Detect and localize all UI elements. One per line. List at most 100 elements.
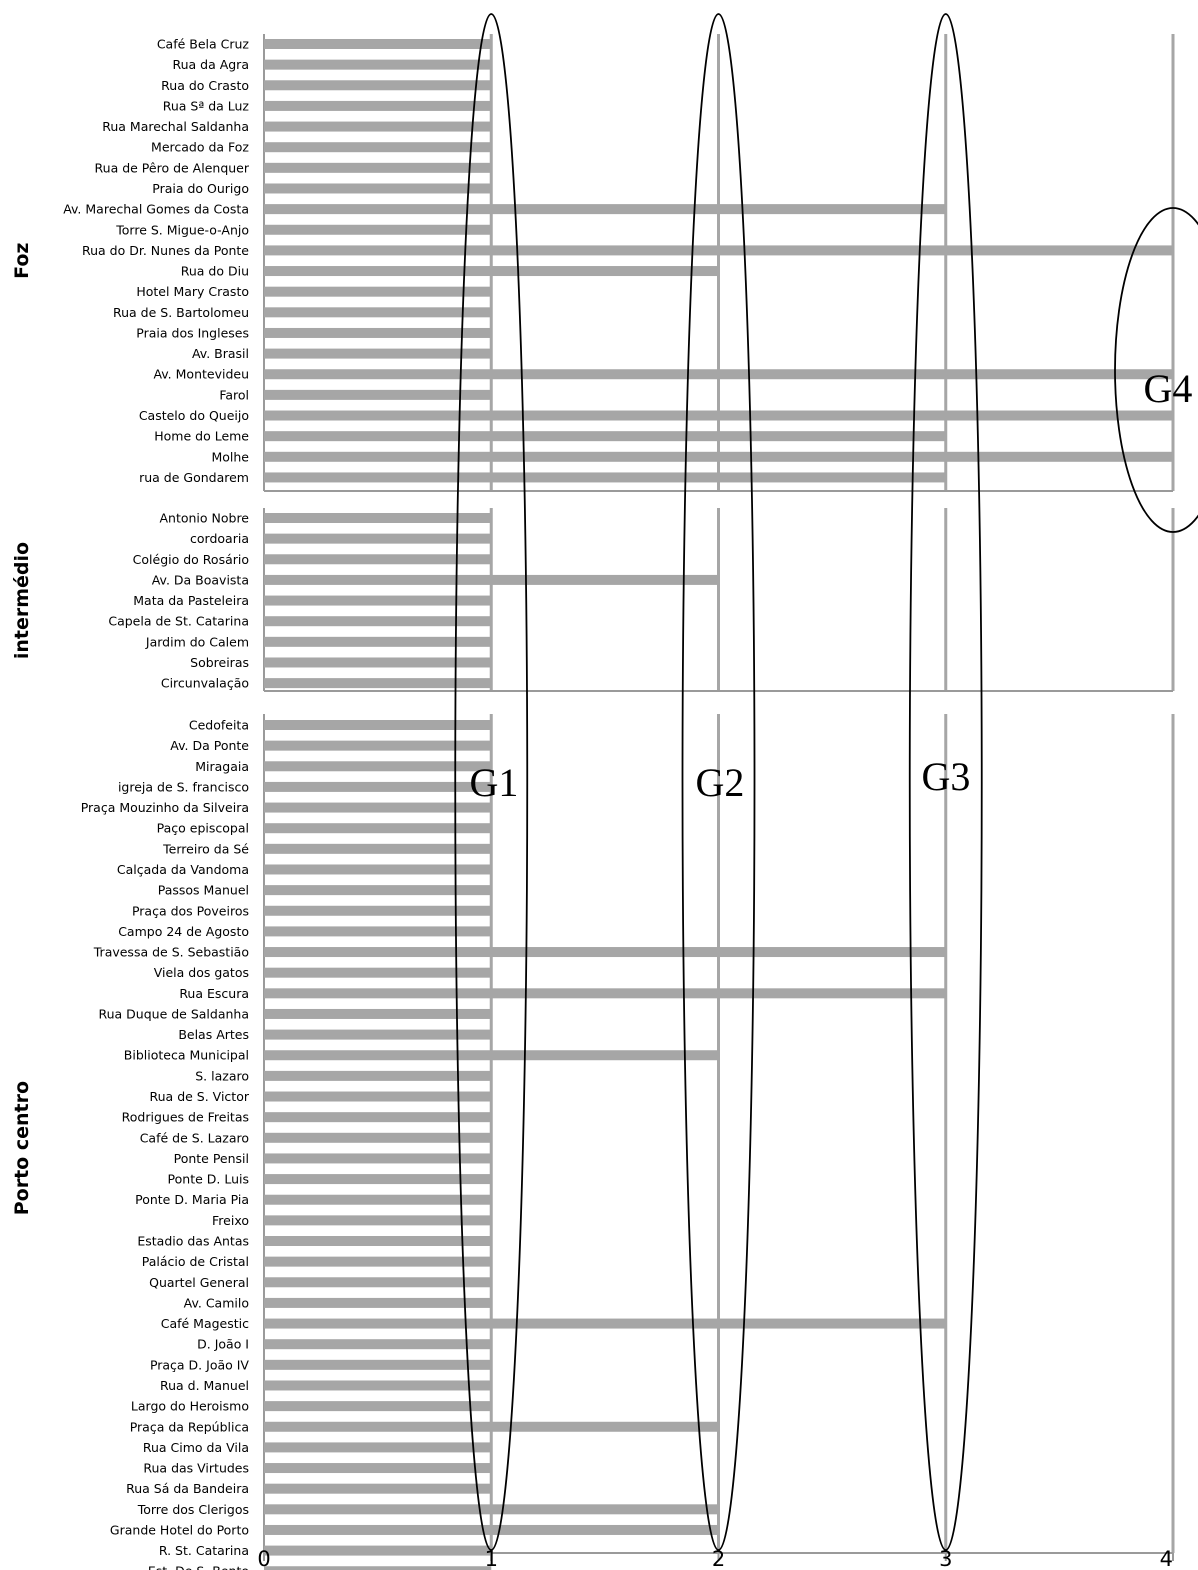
category-label: Av. Da Boavista [152, 572, 249, 587]
category-label: Torre S. Migue-o-Anjo [115, 222, 249, 237]
bar [264, 162, 492, 173]
bar [264, 761, 492, 772]
bar [264, 1566, 492, 1570]
category-label: Ponte Pensil [174, 1151, 249, 1166]
category-label: Travessa de S. Sebastião [93, 945, 249, 960]
category-label: Quartel General [149, 1275, 249, 1290]
bar [264, 121, 492, 132]
category-label: Castelo do Queijo [139, 408, 249, 423]
bar [264, 864, 492, 875]
category-label: Miragaia [195, 759, 249, 774]
category-label: Torre dos Clerigos [137, 1502, 249, 1517]
group-label: intermédio [11, 542, 33, 659]
category-label: Praça dos Poveiros [132, 903, 249, 918]
bar [264, 720, 492, 730]
bar [264, 1524, 719, 1535]
bar [264, 1339, 492, 1350]
category-label: Rua de Pêro de Alenquer [95, 160, 250, 175]
category-label: Home do Leme [154, 429, 249, 444]
bar [264, 823, 492, 834]
category-label: Café de S. Lazaro [140, 1130, 249, 1145]
bar [264, 1463, 492, 1474]
category-label: S. lazaro [195, 1068, 249, 1083]
x-tick-label: 2 [712, 1547, 725, 1570]
category-label: Av. Marechal Gomes da Costa [63, 202, 249, 217]
category-label: Estadio das Antas [137, 1234, 249, 1249]
category-label: Rua de S. Victor [150, 1089, 250, 1104]
bar [264, 1112, 492, 1123]
annotation-label: G3 [922, 754, 971, 799]
bar [264, 843, 492, 854]
category-label: Calçada da Vandoma [117, 862, 249, 877]
category-label: Molhe [211, 449, 249, 464]
category-label: Rua do Diu [181, 264, 249, 279]
bar [264, 657, 492, 668]
bar [264, 369, 1173, 380]
category-label: rua de Gondarem [139, 470, 249, 485]
bar [264, 204, 946, 215]
bar [264, 1070, 492, 1081]
bar [264, 885, 492, 896]
bar [264, 595, 492, 606]
bar [264, 740, 492, 751]
category-label: Viela dos gatos [154, 965, 249, 980]
bar [264, 224, 492, 235]
category-label: Praia do Ourigo [152, 181, 249, 196]
bar [264, 533, 492, 544]
group-label: Porto centro [11, 1081, 33, 1215]
category-label: Café Magestic [161, 1316, 249, 1331]
category-label: igreja de S. francisco [118, 779, 249, 794]
bar [264, 1504, 719, 1515]
category-label: Freixo [212, 1213, 249, 1228]
category-label: Rua do Crasto [161, 78, 249, 93]
annotation-label: G1 [470, 760, 519, 805]
bar [264, 905, 492, 916]
bar [264, 1091, 492, 1102]
bar [264, 616, 492, 627]
bar [264, 410, 1173, 421]
bar [264, 1008, 492, 1019]
category-label: Av. Montevideu [153, 367, 249, 382]
category-label: Rua Sá da Bandeira [126, 1481, 249, 1496]
bar [264, 1256, 492, 1267]
bar [264, 1421, 719, 1432]
category-label: Terreiro da Sé [162, 841, 249, 856]
bar [264, 1174, 492, 1185]
bar [264, 451, 1173, 462]
bar [264, 1215, 492, 1226]
category-label: Mercado da Foz [151, 140, 249, 155]
annotation-ellipse [454, 13, 529, 1551]
category-label: Paço episcopal [157, 821, 249, 836]
category-label: Jardim do Calem [145, 634, 249, 649]
bar [264, 781, 492, 792]
bar [264, 1442, 492, 1453]
bar [264, 100, 492, 111]
group-label: Foz [11, 243, 33, 279]
category-label: Praça D. João IV [150, 1357, 249, 1372]
category-label: Colégio do Rosário [133, 552, 249, 567]
bar [264, 142, 492, 153]
bar [264, 1297, 492, 1308]
category-label: Rua de S. Bartolomeu [113, 305, 249, 320]
bar [264, 1194, 492, 1205]
bar [264, 1132, 492, 1143]
category-label: Belas Artes [178, 1027, 249, 1042]
bar [264, 513, 492, 523]
annotation-ellipse [1114, 207, 1198, 533]
category-label: Av. Camilo [184, 1295, 249, 1310]
category-label: Rua Sª da Luz [163, 98, 250, 113]
category-label: Sobreiras [190, 655, 249, 670]
bar [264, 1050, 719, 1061]
bars [264, 39, 1173, 1570]
category-label: Rua do Dr. Nunes da Ponte [82, 243, 249, 258]
bar [264, 636, 492, 647]
bar [264, 307, 492, 318]
bar [264, 967, 492, 978]
category-label: Ponte D. Maria Pia [135, 1192, 249, 1207]
bar [264, 1380, 492, 1391]
category-label: Hotel Mary Crasto [136, 284, 249, 299]
bar [264, 327, 492, 338]
group-labels: Foz intermédio Porto centro [11, 243, 33, 1216]
bar [264, 39, 492, 49]
category-label: Rua d. Manuel [160, 1378, 249, 1393]
